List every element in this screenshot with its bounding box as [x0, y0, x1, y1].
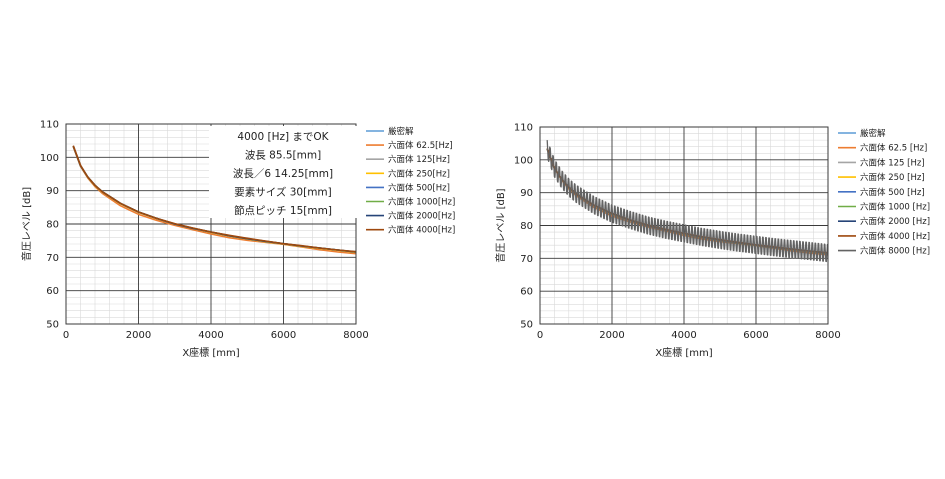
legend-label: 六面体 2000 [Hz]	[860, 216, 930, 227]
chart-right: 0 2000 4000 6000 8000 50 60 70 80 90 100 110 X座標 [mm…	[494, 123, 930, 360]
y-tick-label: 100	[40, 153, 59, 164]
y-tick-label: 70	[46, 253, 59, 264]
y-tick-label: 80	[520, 221, 533, 232]
x-tick-label: 6000	[271, 330, 296, 341]
y-tick-label: 90	[46, 186, 59, 197]
y-tick-label: 50	[520, 320, 533, 331]
legend-label: 六面体 500 [Hz]	[860, 187, 925, 198]
x-axis-label: X座標 [mm]	[655, 346, 712, 359]
annotation-line: 4000 [Hz] までOK	[237, 131, 329, 143]
y-tick-label: 60	[520, 287, 533, 298]
y-tick-label: 50	[46, 320, 59, 331]
y-tick-label: 80	[46, 220, 59, 231]
x-tick-label: 6000	[743, 330, 768, 341]
x-tick-label: 2000	[599, 330, 624, 341]
legend-label: 六面体 62.5[Hz]	[388, 140, 453, 151]
series-line-7	[72, 145, 357, 253]
legend-label: 六面体 1000[Hz]	[388, 197, 455, 208]
annotation-line: 波長 85.5[mm]	[245, 149, 321, 162]
legend-label: 六面体 500[Hz]	[388, 182, 450, 193]
series-group	[72, 145, 357, 255]
y-tick-label: 70	[520, 254, 533, 265]
x-tick-label: 8000	[815, 330, 840, 341]
legend-label: 六面体 62.5 [Hz]	[860, 143, 927, 154]
x-tick-label: 4000	[671, 330, 696, 341]
legend-label: 六面体 4000 [Hz]	[860, 231, 930, 242]
x-tick-label: 8000	[343, 330, 368, 341]
y-tick-label: 110	[514, 123, 533, 134]
legend-label: 厳密解	[388, 126, 414, 137]
x-tick-label: 4000	[198, 330, 223, 341]
y-axis-label: 音圧レベル [dB]	[20, 187, 33, 261]
legend-label: 六面体 4000[Hz]	[388, 225, 455, 236]
y-tick-label: 60	[46, 286, 59, 297]
x-axis-label: X座標 [mm]	[182, 346, 239, 359]
x-tick-label: 0	[63, 330, 69, 341]
series-group	[546, 140, 829, 263]
legend-label: 六面体 8000 [Hz]	[860, 246, 930, 257]
legend-label: 六面体 1000 [Hz]	[860, 202, 930, 213]
y-tick-label: 100	[514, 155, 533, 166]
annotation-line: 要素サイズ 30[mm]	[234, 186, 332, 199]
annotation-box	[209, 126, 357, 218]
legend-label: 六面体 125 [Hz]	[860, 157, 925, 168]
chart-left: 0 2000 4000 6000 8000 50 60 70 80 90 100 110 X座標 [mm…	[20, 120, 455, 360]
plot-frame	[539, 126, 829, 325]
y-axis-label: 音圧レベル [dB]	[494, 188, 507, 262]
legend-label: 厳密解	[860, 128, 886, 139]
annotation-line: 節点ピッチ 15[mm]	[234, 204, 332, 217]
plot-frame	[65, 123, 357, 325]
y-tick-label: 90	[520, 188, 533, 199]
legend-label: 六面体 2000[Hz]	[388, 211, 455, 222]
legend-label: 六面体 250 [Hz]	[860, 172, 925, 183]
legend-label: 六面体 250[Hz]	[388, 168, 450, 179]
legend-label: 六面体 125[Hz]	[388, 154, 450, 165]
x-tick-label: 0	[537, 330, 543, 341]
y-tick-label: 110	[40, 120, 59, 131]
x-tick-label: 2000	[126, 330, 151, 341]
annotation-line: 波長／6 14.25[mm]	[233, 167, 333, 180]
series-line-8	[546, 140, 829, 263]
